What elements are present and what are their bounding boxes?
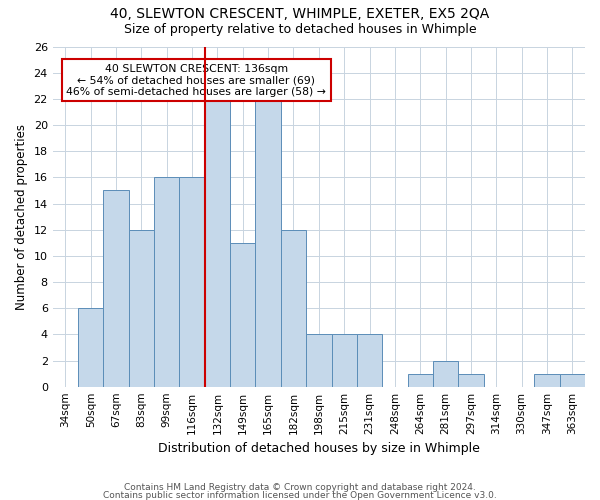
Text: 40, SLEWTON CRESCENT, WHIMPLE, EXETER, EX5 2QA: 40, SLEWTON CRESCENT, WHIMPLE, EXETER, E… <box>110 8 490 22</box>
Text: Contains HM Land Registry data © Crown copyright and database right 2024.: Contains HM Land Registry data © Crown c… <box>124 484 476 492</box>
Bar <box>407 374 433 386</box>
Text: 40 SLEWTON CRESCENT: 136sqm
← 54% of detached houses are smaller (69)
46% of sem: 40 SLEWTON CRESCENT: 136sqm ← 54% of det… <box>67 64 326 96</box>
Bar <box>103 190 129 386</box>
Bar <box>458 374 484 386</box>
Y-axis label: Number of detached properties: Number of detached properties <box>15 124 28 310</box>
X-axis label: Distribution of detached houses by size in Whimple: Distribution of detached houses by size … <box>158 442 480 455</box>
Bar <box>357 334 382 386</box>
Text: Contains public sector information licensed under the Open Government Licence v3: Contains public sector information licen… <box>103 491 497 500</box>
Bar <box>78 308 103 386</box>
Bar <box>560 374 585 386</box>
Bar <box>179 178 205 386</box>
Bar <box>230 243 256 386</box>
Bar <box>433 360 458 386</box>
Bar <box>154 178 179 386</box>
Bar <box>281 230 306 386</box>
Bar <box>129 230 154 386</box>
Bar <box>535 374 560 386</box>
Bar <box>332 334 357 386</box>
Bar <box>306 334 332 386</box>
Bar <box>256 99 281 386</box>
Bar <box>205 99 230 386</box>
Text: Size of property relative to detached houses in Whimple: Size of property relative to detached ho… <box>124 22 476 36</box>
